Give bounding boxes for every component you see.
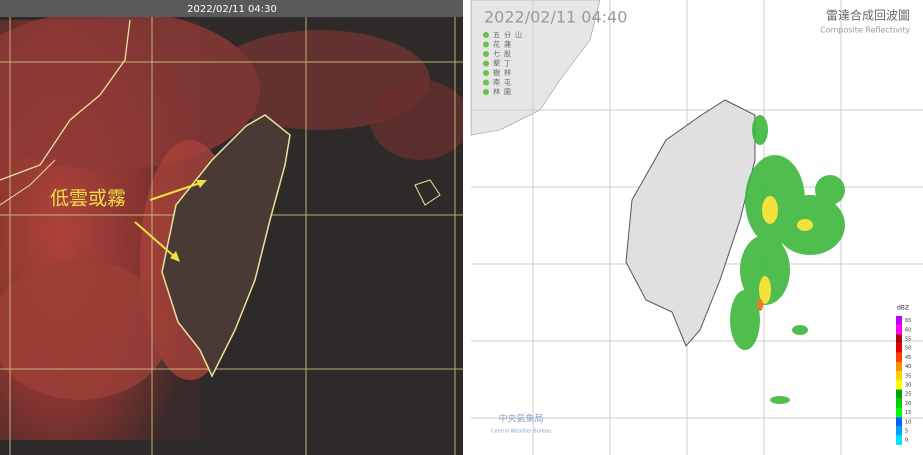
legend-tick: 15 (905, 410, 911, 416)
legend-tick: 25 (905, 392, 911, 398)
station-name: 七股 (493, 49, 515, 58)
legend-swatch (896, 398, 902, 408)
station-name: 墾丁 (493, 59, 515, 68)
legend-swatch (896, 408, 902, 418)
satellite-panel: 2022/02/11 04:30 低雲或霧 (0, 0, 470, 455)
legend-swatch (896, 435, 902, 445)
satellite-timestamp: 2022/02/11 04:30 (187, 4, 277, 15)
legend-swatch (896, 325, 902, 335)
station-dot (483, 79, 489, 86)
station-name: 林園 (493, 87, 515, 96)
legend-tick: 60 (905, 327, 911, 333)
legend-tick: 30 (905, 383, 911, 389)
legend-swatch (896, 316, 902, 326)
station-name: 南屯 (493, 78, 515, 87)
station-name: 樹林 (493, 68, 515, 77)
legend-swatch (896, 362, 902, 372)
legend-tick: 20 (905, 401, 911, 407)
legend-tick: 0 (905, 438, 908, 444)
station-dot (483, 51, 489, 57)
logo-name-en: Central Weather Bureau (491, 429, 551, 435)
legend-tick: 50 (905, 346, 911, 352)
station-name: 五分山 (493, 30, 526, 39)
legend-swatch (896, 352, 902, 362)
logo-name: 中央氣象局 (498, 413, 543, 425)
legend-tick: 45 (905, 355, 911, 361)
legend-tick: 10 (905, 419, 911, 425)
legend-swatch (896, 371, 902, 381)
legend-tick: 35 (905, 373, 911, 379)
station-dot (483, 32, 489, 38)
legend-swatch (896, 343, 902, 353)
station-dot (483, 60, 489, 67)
legend-tick: 55 (905, 337, 911, 343)
legend-swatch (896, 417, 902, 427)
legend-swatch (896, 426, 902, 436)
station-dot (483, 89, 489, 95)
radar-panel: 2022/02/11 04:40 雷達合成回波圖 Composite Refle… (470, 0, 923, 455)
legend-tick: 5 (905, 429, 908, 435)
legend-unit: dBZ (897, 305, 909, 312)
radar-timestamp: 2022/02/11 04:40 (484, 8, 627, 27)
legend-tick: 65 (905, 318, 911, 324)
station-name: 花蓮 (493, 40, 515, 49)
station-dot (483, 41, 489, 48)
legend-swatch (896, 380, 902, 390)
legend-swatch (896, 389, 902, 399)
radar-title: 雷達合成回波圖 (826, 8, 910, 23)
legend-swatch (896, 334, 902, 344)
legend-tick: 40 (905, 364, 911, 370)
radar-subtitle: Composite Reflectivity (820, 26, 910, 35)
station-dot (483, 70, 489, 76)
annotation: 低雲或霧 (50, 188, 126, 210)
